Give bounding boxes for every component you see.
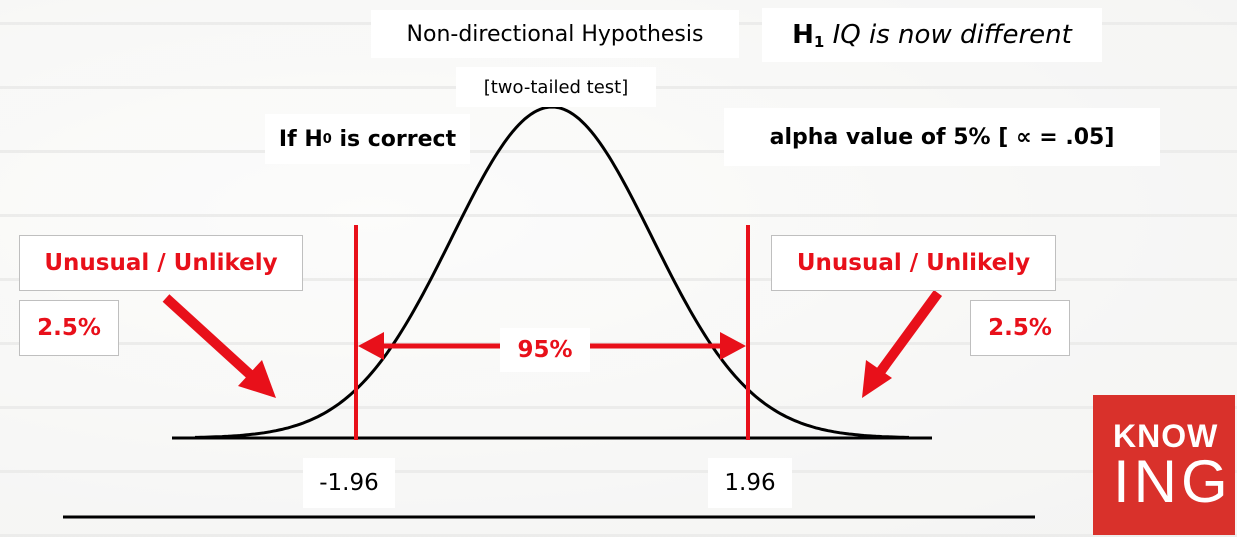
h1-symbol: H	[792, 20, 814, 50]
h0-suffix: is correct	[339, 126, 457, 152]
logo-line1: KNOW	[1113, 418, 1219, 454]
alpha-label: alpha value of 5% [ ∝ = .05]	[724, 108, 1160, 166]
right-tail-percent: 2.5%	[970, 300, 1070, 356]
left-tail-arrowhead	[238, 360, 276, 398]
h1-subscript: 1	[813, 33, 825, 52]
left-tail-percent: 2.5%	[19, 300, 119, 356]
knowing-logo: KNOW ING	[1093, 395, 1235, 535]
center-range-arrowhead-right	[720, 332, 746, 360]
right-tail-arrow	[873, 290, 943, 378]
page-title: Non-directional Hypothesis	[371, 10, 739, 58]
h0-prefix: If H	[278, 126, 323, 152]
center-percent: 95%	[500, 328, 590, 372]
h0-subscript: 0	[322, 131, 332, 147]
logo-line2: ING	[1113, 448, 1232, 515]
left-tail-label: Unusual / Unlikely	[19, 235, 303, 291]
critical-value-left: -1.96	[303, 458, 395, 508]
critical-value-right: 1.96	[708, 458, 792, 508]
bell-curve	[195, 105, 909, 439]
left-tail-arrow	[162, 294, 260, 384]
h1-statement: IQ is now different	[832, 20, 1072, 50]
test-type-subtitle: [two-tailed test]	[456, 67, 656, 107]
right-tail-label: Unusual / Unlikely	[771, 235, 1056, 291]
right-tail-arrowhead	[862, 360, 892, 398]
center-range-arrowhead-left	[358, 332, 384, 360]
